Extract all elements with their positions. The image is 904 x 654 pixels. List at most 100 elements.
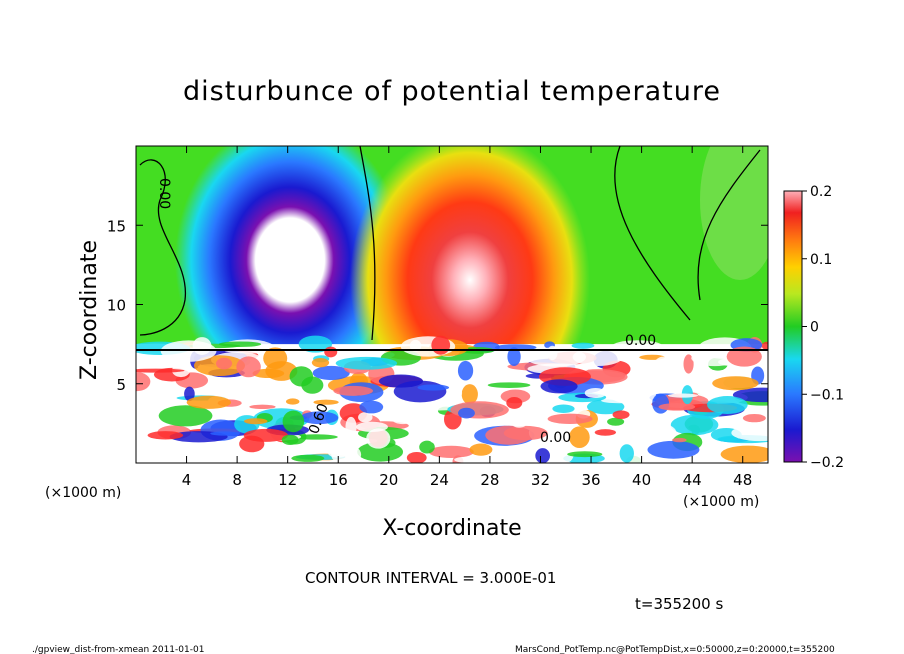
turbulence-blob (461, 384, 478, 405)
turbulence-blob (667, 393, 699, 398)
turbulence-blob (487, 382, 531, 388)
turbulence-blob (158, 405, 213, 427)
turbulence-blob (324, 346, 338, 358)
x-tick-label: 48 (733, 471, 752, 489)
x-tick-label: 32 (531, 471, 550, 489)
turbulence-blob (359, 400, 384, 414)
x-tick-label: 12 (278, 471, 297, 489)
turbulence-blob (670, 414, 719, 436)
turbulence-blob (191, 386, 214, 398)
turbulence-blob (742, 413, 766, 423)
turbulence-blob (572, 348, 623, 367)
contour-label: 0.00 (156, 178, 172, 209)
turbulence-blob (489, 362, 503, 370)
turbulence-blob (298, 335, 333, 353)
turbulence-blob (633, 423, 645, 440)
turbulence-blob (428, 445, 474, 458)
turbulence-blob (720, 445, 768, 463)
turbulence-blob (411, 404, 457, 411)
contour-interval: CONTOUR INTERVAL = 3.000E-01 (305, 569, 556, 587)
colorbar-tick-label: 0.1 (810, 252, 832, 268)
turbulence-blob (358, 412, 373, 423)
turbulence-blob (732, 387, 768, 403)
turbulence-blob (263, 347, 288, 370)
turbulence-blob (289, 366, 314, 387)
turbulence-blob (335, 356, 398, 370)
turbulence-blob (458, 407, 475, 419)
turbulence-blob (136, 393, 153, 409)
contour-label: 0.00 (540, 430, 571, 446)
turbulence-blob (712, 376, 759, 391)
turbulence-blob (571, 342, 595, 349)
turbulence-blob (553, 445, 574, 463)
turbulence-blob (584, 388, 607, 399)
turbulence-blob (652, 393, 670, 414)
colorbar-tick-label: 0 (810, 320, 819, 336)
turbulence-blob (393, 380, 447, 403)
footer-left: ./gpview_dist-from-xmean 2011-01-01 (32, 645, 204, 654)
turbulence-blob (761, 341, 768, 350)
colorbar (783, 190, 803, 463)
turbulence-blob (366, 428, 391, 449)
turbulence-blob (525, 347, 587, 367)
turbulence-blob (685, 380, 709, 390)
turbulence-blob (407, 421, 436, 443)
turbulence-blob (252, 368, 285, 379)
colorbar-tick-label: −0.2 (810, 455, 844, 471)
right-green-patch (700, 146, 768, 280)
y-tick-label: 5 (116, 376, 126, 394)
x-axis: 4 8 12 16 20 24 28 32 36 40 44 48 (182, 146, 752, 489)
colorbar-tick-label: 0.2 (810, 184, 832, 200)
turbulence-blob (663, 372, 675, 383)
turbulence-blob (430, 438, 451, 444)
turbulence-blob (653, 356, 673, 375)
turbulence-blob (391, 412, 415, 425)
turbulent-layer (136, 335, 768, 463)
x-tick-label: 16 (329, 471, 348, 489)
turbulence-blob (469, 443, 493, 456)
chart-title: disturbunce of potential temperature (183, 76, 721, 107)
y-tick-label: 15 (107, 217, 126, 235)
turbulence-blob (507, 347, 521, 367)
turbulence-blob (726, 346, 762, 367)
x-unit-label: (×1000 m) (683, 494, 759, 510)
turbulence-blob (457, 360, 474, 381)
plot-area (136, 146, 768, 463)
x-tick-label: 28 (480, 471, 499, 489)
turbulence-blob (450, 401, 509, 419)
contour-left (139, 159, 187, 336)
turbulence-blob (612, 410, 630, 419)
turbulence-blob (417, 384, 450, 391)
x-tick-label: 44 (683, 471, 702, 489)
time-label: t=355200 s (635, 595, 723, 613)
turbulence-blob (647, 440, 700, 459)
turbulence-blob (312, 365, 350, 381)
turbulence-blob (136, 368, 185, 373)
x-tick-label: 4 (182, 471, 192, 489)
turbulence-blob (454, 456, 480, 463)
contour-label: 0.00 (625, 333, 656, 349)
turbulence-blob (136, 372, 151, 392)
turbulence-blob (220, 450, 236, 463)
turbulence-blob (249, 404, 276, 410)
x-tick-label: 20 (379, 471, 398, 489)
y-axis-label: Z-coordinate (77, 240, 102, 380)
x-tick-label: 36 (581, 471, 600, 489)
turbulence-blob (672, 437, 687, 443)
turbulence-blob (282, 410, 305, 433)
x-tick-label: 24 (430, 471, 449, 489)
turbulence-blob (601, 397, 638, 404)
turbulence-blob (285, 398, 300, 405)
z-unit-label: (×1000 m) (45, 485, 121, 501)
turbulence-blob (311, 357, 330, 368)
turbulence-blob (683, 354, 694, 374)
turbulence-blob (160, 340, 217, 362)
turbulence-blob (345, 416, 357, 437)
turbulence-blob (281, 434, 299, 446)
turbulence-blob (612, 340, 663, 352)
y-axis: 5 10 15 (107, 217, 768, 394)
turbulence-blob (503, 425, 548, 441)
x-tick-label: 40 (632, 471, 651, 489)
colorbar-tick-label: −0.1 (810, 387, 844, 403)
